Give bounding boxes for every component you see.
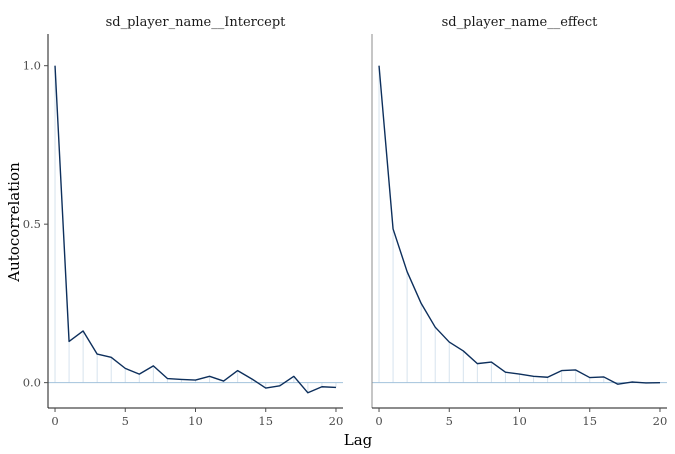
y-tick-label: 1.0 (23, 59, 41, 73)
y-tick-label: 0.5 (23, 217, 41, 231)
x-tick-label: 5 (446, 414, 453, 428)
panel-2: sd_player_name__effect 0 5 10 15 20 (371, 15, 668, 428)
x-tick-label: 5 (122, 414, 129, 428)
x-tick-label: 15 (258, 414, 273, 428)
panel-title: sd_player_name__effect (442, 15, 599, 30)
y-axis-title: Autocorrelation (5, 162, 23, 283)
panel-title: sd_player_name__Intercept (106, 15, 287, 30)
x-tick-label: 20 (329, 414, 344, 428)
acf-line (54, 65, 337, 394)
x-tick-label: 0 (375, 414, 382, 428)
y-tick-label: 0.0 (23, 376, 41, 390)
acf-line (378, 65, 660, 385)
x-axis-title: Lag (344, 431, 373, 449)
panel-1: sd_player_name__Intercept 0.0 0.5 1.0 0 5 10 15… (23, 15, 344, 428)
x-tick-label: 0 (51, 414, 58, 428)
x-tick-label: 10 (188, 414, 203, 428)
x-tick-label: 15 (582, 414, 597, 428)
x-tick-label: 20 (653, 414, 668, 428)
x-tick-label: 10 (512, 414, 527, 428)
